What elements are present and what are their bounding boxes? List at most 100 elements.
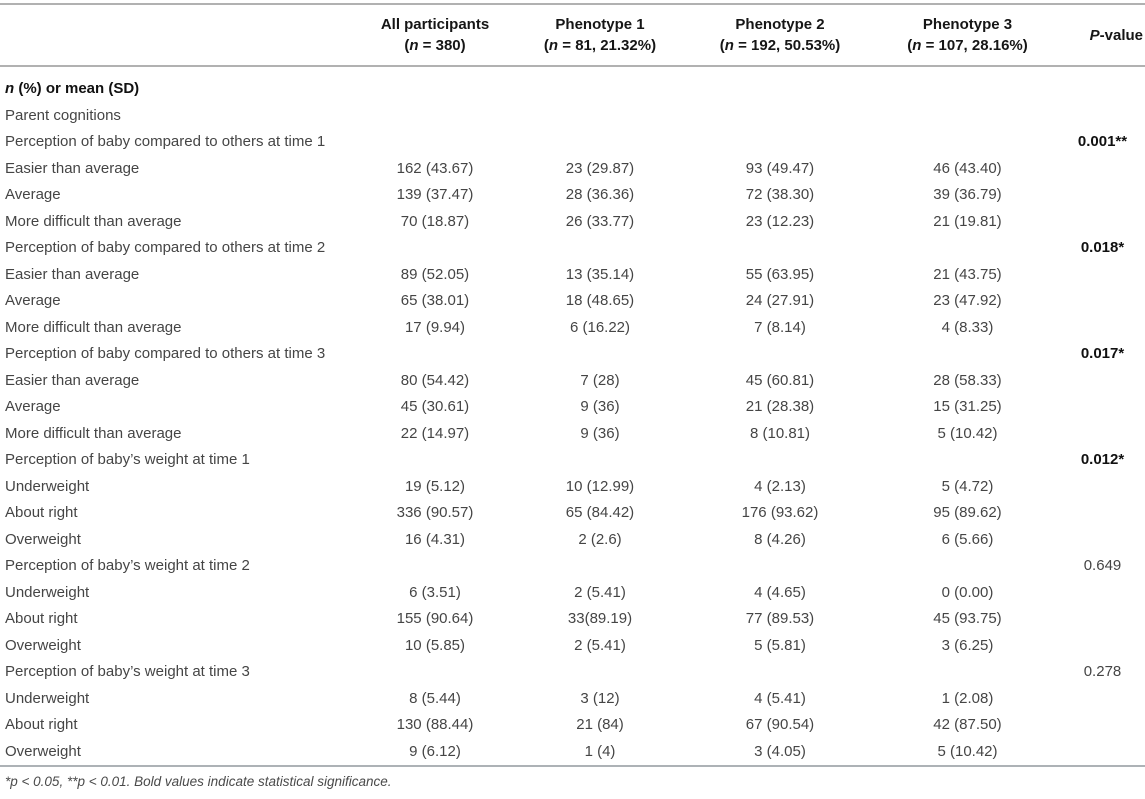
cell-p-value	[1060, 739, 1145, 767]
cell-value: 39 (36.79)	[933, 186, 1002, 203]
cell-value: 72 (38.30)	[745, 186, 815, 203]
cell-value: 7 (8.14)	[754, 318, 806, 336]
cell-p-value	[1060, 606, 1145, 633]
row-label: Overweight	[5, 636, 81, 654]
cell-p-value: 0.001**	[1077, 133, 1128, 150]
cell-value: 0 (0.00)	[941, 583, 994, 601]
header-cell-phenotype-1: Phenotype 1 (n = 81, 21.32%)	[515, 4, 685, 66]
cell-value: 3 (4.05)	[754, 742, 806, 760]
cell-value: 4 (4.65)	[754, 583, 806, 601]
cell-p-value	[1060, 288, 1145, 315]
cell-value: 55 (63.95)	[745, 265, 815, 283]
row-label: About right	[5, 610, 78, 627]
table-row-data: About right 155 (90.64) 33(89.19) 77 (89.53…	[0, 606, 1145, 633]
cell-value: 176 (93.62)	[741, 504, 819, 521]
cell-value: 21 (19.81)	[933, 212, 1002, 230]
row-label: Parent cognitions	[5, 106, 121, 124]
row-label: About right	[5, 716, 78, 733]
cell-p-value: 0.012*	[1080, 451, 1125, 468]
table-row-data: Overweight 16 (4.31) 2 (2.6) 8 (4.26) 6 (5.6…	[0, 527, 1145, 554]
cell-value: 45 (60.81)	[745, 371, 815, 389]
cell-value: 21 (28.38)	[745, 398, 815, 415]
table-row-data: More difficult than average 17 (9.94) 6 (1…	[0, 315, 1145, 342]
cell-value: 24 (27.91)	[745, 292, 815, 309]
cell-value: 7 (28)	[580, 371, 620, 389]
cell-value: 26 (33.77)	[565, 212, 635, 230]
row-label: Average	[5, 398, 61, 415]
cell-p-value: 0.649	[1083, 557, 1122, 574]
header-cell-phenotype-2: Phenotype 2 (n = 192, 50.53%)	[685, 4, 875, 66]
column-subtitle: (n = 192, 50.53%)	[719, 37, 841, 54]
cell-value: 10 (12.99)	[565, 477, 635, 495]
cell-value: 3 (6.25)	[941, 636, 994, 654]
row-label: Overweight	[5, 530, 81, 548]
table-row-data: About right 336 (90.57) 65 (84.42) 176 (93.…	[0, 500, 1145, 527]
header-cell-empty	[0, 4, 355, 66]
row-label: Perception of baby compared to others at…	[5, 345, 326, 362]
row-label: Average	[5, 292, 61, 309]
cell-value: 9 (36)	[580, 398, 620, 415]
header-cell-phenotype-3: Phenotype 3 (n = 107, 28.16%)	[875, 4, 1060, 66]
header-cell-p-value: P-value	[1060, 4, 1145, 66]
cell-value: 4 (8.33)	[941, 318, 994, 336]
cell-value: 95 (89.62)	[933, 504, 1002, 521]
cell-value: 155 (90.64)	[396, 610, 474, 627]
cell-value: 6 (3.51)	[409, 583, 461, 601]
cell-p-value	[1060, 262, 1145, 289]
table-row-data: More difficult than average 22 (14.97) 9 (…	[0, 421, 1145, 448]
row-label: Perception of baby compared to others at…	[5, 133, 326, 150]
cell-value: 46 (43.40)	[933, 159, 1002, 177]
table-header: All participants (n = 380) Phenotype 1 (…	[0, 4, 1145, 66]
header-row: All participants (n = 380) Phenotype 1 (…	[0, 4, 1145, 66]
row-label: About right	[5, 504, 78, 521]
cell-p-value	[1060, 209, 1145, 236]
table-row-category: Perception of baby compared to others at…	[0, 341, 1145, 368]
cell-value: 2 (5.41)	[574, 636, 626, 654]
row-label: Perception of baby’s weight at time 2	[5, 557, 250, 574]
cell-value: 9 (6.12)	[409, 742, 461, 760]
row-label: Easier than average	[5, 159, 140, 177]
cell-value: 13 (35.14)	[565, 265, 635, 283]
cell-value: 89 (52.05)	[400, 265, 470, 283]
cell-value: 5 (4.72)	[941, 477, 994, 495]
cell-value: 19 (5.12)	[404, 477, 466, 495]
row-label: n (%) or mean (SD)	[5, 80, 140, 97]
cell-value: 28 (58.33)	[933, 371, 1002, 389]
cell-value: 3 (12)	[580, 689, 620, 707]
cell-value: 139 (37.47)	[396, 186, 474, 203]
column-subtitle: (n = 81, 21.32%)	[543, 37, 657, 54]
row-label: Underweight	[5, 689, 90, 707]
cell-value: 162 (43.67)	[396, 159, 474, 177]
row-label: More difficult than average	[5, 318, 182, 336]
table-row-category: Perception of baby’s weight at time 1 0.0…	[0, 447, 1145, 474]
cell-value: 23 (29.87)	[565, 159, 635, 177]
cell-value: 33(89.19)	[567, 610, 633, 627]
cell-value: 93 (49.47)	[745, 159, 815, 177]
row-label: Perception of baby’s weight at time 3	[5, 663, 250, 680]
cell-p-value	[1060, 368, 1145, 395]
cell-value: 80 (54.42)	[400, 371, 470, 389]
cell-value: 2 (5.41)	[574, 583, 626, 601]
row-label: More difficult than average	[5, 212, 182, 230]
table-row-data: Easier than average 80 (54.42) 7 (28) 45 (6…	[0, 368, 1145, 395]
cell-value: 45 (30.61)	[400, 398, 470, 415]
row-label: Perception of baby’s weight at time 1	[5, 451, 250, 468]
cell-p-value	[1060, 315, 1145, 342]
cell-p-value	[1060, 182, 1145, 209]
cell-p-value: 0.018*	[1080, 239, 1125, 256]
cell-value: 42 (87.50)	[933, 716, 1002, 733]
cell-value: 130 (88.44)	[396, 716, 474, 733]
row-label: Underweight	[5, 583, 90, 601]
cell-value: 6 (5.66)	[941, 530, 994, 548]
cell-value: 22 (14.97)	[400, 424, 470, 442]
table-body: n (%) or mean (SD) Parent cognitions Perce…	[0, 66, 1145, 766]
cell-p-value	[1060, 712, 1145, 739]
cell-value: 45 (93.75)	[933, 610, 1002, 627]
cell-value: 5 (10.42)	[937, 424, 998, 442]
cell-value: 10 (5.85)	[404, 636, 466, 654]
column-title: P-value	[1089, 26, 1143, 44]
cell-value: 5 (10.42)	[937, 742, 998, 760]
row-label: Easier than average	[5, 371, 140, 389]
cell-value: 18 (48.65)	[565, 292, 635, 309]
